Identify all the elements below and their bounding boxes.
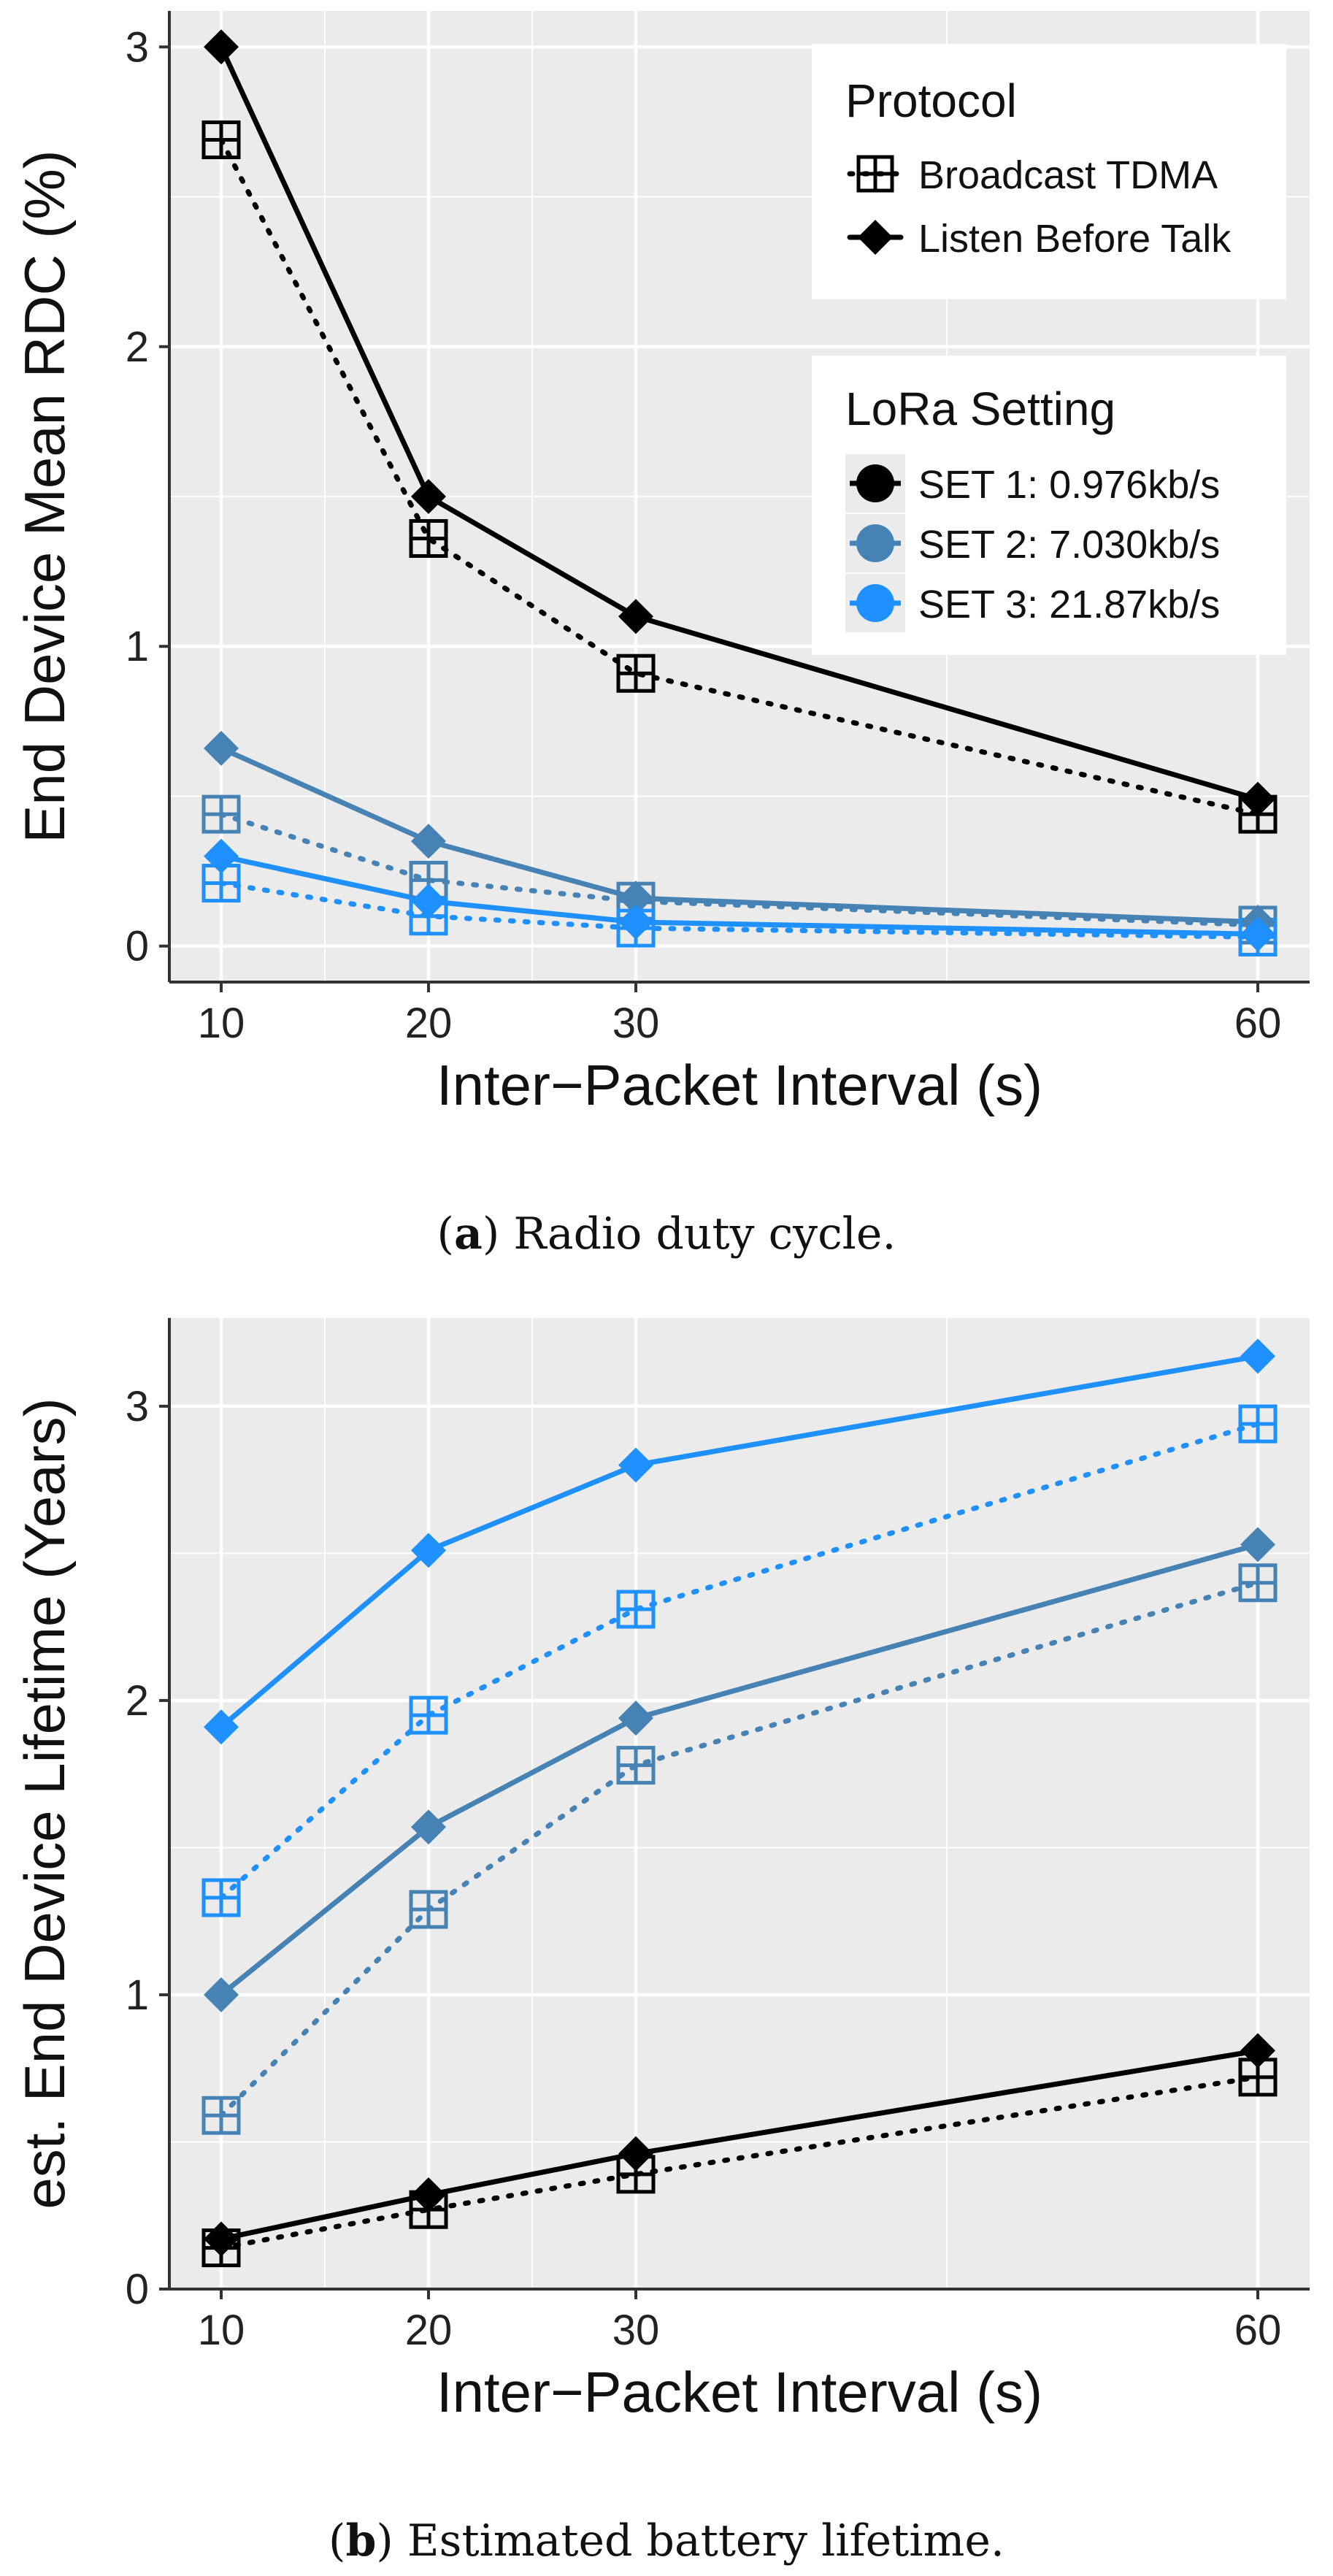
- point-set3-lbt: [204, 838, 239, 874]
- series-line-set2-tdma: [218, 811, 1261, 928]
- point-set3-tdma: [201, 1878, 241, 1917]
- x-tick-label: 30: [612, 1000, 660, 1047]
- series-line-set1-tdma: [218, 2074, 1261, 2251]
- series-line-set2-tdma: [218, 1580, 1261, 2118]
- point-set2-lbt: [411, 824, 446, 859]
- y-tick-label: 3: [126, 1383, 149, 1430]
- point-set1-tdma: [409, 518, 448, 558]
- point-set2-lbt: [204, 730, 239, 766]
- legend-key-dot-icon: [856, 584, 894, 622]
- point-set3-lbt: [204, 1709, 239, 1745]
- legend-key-lbt-icon: [858, 220, 893, 255]
- x-axis-title: Inter−Packet Interval (s): [437, 1053, 1042, 1117]
- y-axis-title: End Device Mean RDC (%): [12, 150, 77, 843]
- point-set1-lbt: [1240, 2033, 1275, 2069]
- legend-key-tdma-icon: [856, 155, 894, 193]
- y-axis-title: est. End Device Lifetime (Years): [12, 1398, 77, 2209]
- series-line-set3-lbt: [219, 1353, 1259, 1729]
- legend-key-dot-icon: [856, 524, 894, 562]
- point-set2-lbt: [411, 1809, 446, 1845]
- point-set3-tdma: [616, 1590, 656, 1629]
- legend-protocol: Protocol Broadcast TDMA Listen Before Talk: [812, 44, 1286, 299]
- y-tick-label: 2: [126, 1677, 149, 1725]
- x-tick-label: 10: [198, 1000, 245, 1047]
- point-set2-tdma: [1238, 1563, 1278, 1603]
- series-line-set1-lbt: [220, 2048, 1259, 2242]
- point-set1-tdma: [201, 120, 241, 160]
- series-line-set2-lbt: [219, 1541, 1259, 1997]
- caption-a-label: a: [453, 1208, 483, 1260]
- legend-setting-item-set2: SET 2: 7.030kb/s: [845, 514, 1220, 572]
- point-set3-lbt: [1240, 916, 1275, 952]
- legend-setting-label: SET 1: 0.976kb/s: [918, 463, 1220, 507]
- y-tick-label: 2: [126, 323, 149, 371]
- point-set1-lbt: [204, 29, 239, 65]
- legend-protocol-label: Broadcast TDMA: [918, 153, 1218, 197]
- legend-protocol-item-tdma: Broadcast TDMA: [847, 153, 1218, 197]
- y-tick-label: 1: [126, 623, 149, 670]
- legend-setting-item-set1: SET 1: 0.976kb/s: [845, 454, 1220, 513]
- legend-lora-setting: LoRa Setting SET 1: 0.976kb/s SET 2: 7.030…: [812, 356, 1286, 655]
- caption-b-text: Estimated battery lifetime.: [407, 2515, 1004, 2567]
- point-set2-lbt: [618, 1701, 653, 1736]
- point-set2-tdma: [409, 1890, 448, 1929]
- point-set3-tdma: [409, 1695, 448, 1735]
- series-line-set3-lbt: [220, 854, 1259, 937]
- legend-setting-title: LoRa Setting: [845, 383, 1115, 435]
- x-tick-label: 60: [1234, 2307, 1282, 2354]
- chart-radio-duty-cycle: 10 20 30 60 0 1 2 3 Inter−Packet Interval (s) End…: [12, 11, 1310, 1117]
- caption-b-label: b: [345, 2515, 377, 2567]
- point-set1-lbt: [204, 2221, 239, 2257]
- legend-setting-label: SET 3: 21.87kb/s: [918, 583, 1220, 626]
- y-tick-label: 0: [126, 923, 149, 970]
- series-line-set3-tdma: [218, 881, 1261, 940]
- legend-setting-item-set3: SET 3: 21.87kb/s: [845, 574, 1220, 632]
- point-set1-lbt: [618, 599, 653, 635]
- point-set3-lbt: [618, 1447, 653, 1483]
- series-line-set1-lbt: [218, 45, 1259, 802]
- y-tick-label: 3: [126, 23, 149, 71]
- y-tick-label: 0: [126, 2266, 149, 2313]
- x-tick-label: 20: [405, 2307, 453, 2354]
- x-tick-label: 60: [1234, 1000, 1282, 1047]
- y-tick-label: 1: [126, 1971, 149, 2019]
- point-set1-tdma: [616, 653, 656, 693]
- x-tick-label: 30: [612, 2307, 660, 2354]
- point-set1-lbt: [618, 2136, 653, 2171]
- point-set1-lbt: [411, 2177, 446, 2213]
- legend-key-dot-icon: [856, 464, 894, 502]
- plot-panel: [169, 1318, 1310, 2289]
- point-set2-lbt: [618, 881, 653, 916]
- series-line-set2-lbt: [220, 745, 1259, 925]
- caption-radio-duty-cycle: (a) Radio duty cycle.: [437, 1208, 896, 1260]
- point-set3-lbt: [411, 1533, 446, 1568]
- point-set1-lbt: [1240, 781, 1275, 817]
- point-set3-lbt: [411, 883, 446, 919]
- series-line-set3-tdma: [218, 1421, 1261, 1901]
- caption-battery-lifetime: (b) Estimated battery lifetime.: [329, 2515, 1004, 2567]
- point-set3-lbt: [1240, 1338, 1275, 1374]
- x-axis-title: Inter−Packet Interval (s): [437, 2360, 1042, 2424]
- legend-protocol-label: Listen Before Talk: [918, 217, 1232, 261]
- legend-setting-label: SET 2: 7.030kb/s: [918, 523, 1220, 567]
- legend-protocol-title: Protocol: [845, 74, 1017, 127]
- point-set2-lbt: [204, 1977, 239, 2012]
- point-set2-lbt: [1240, 1527, 1275, 1563]
- x-tick-label: 20: [405, 1000, 453, 1047]
- legend-protocol-item-lbt: Listen Before Talk: [847, 217, 1232, 261]
- point-set2-tdma: [201, 2096, 241, 2135]
- point-set3-lbt: [618, 904, 653, 940]
- point-set2-tdma: [201, 794, 241, 834]
- chart-battery-lifetime: 10 20 30 60 0 1 2 3 Inter−Packet Interval (s) est…: [12, 1318, 1310, 2424]
- point-set2-tdma: [616, 1746, 656, 1785]
- series-line-set1-tdma: [218, 137, 1261, 817]
- point-set1-lbt: [411, 479, 446, 514]
- x-tick-label: 10: [198, 2307, 245, 2354]
- caption-a-text: Radio duty cycle.: [513, 1208, 896, 1260]
- point-set3-tdma: [1238, 1404, 1278, 1444]
